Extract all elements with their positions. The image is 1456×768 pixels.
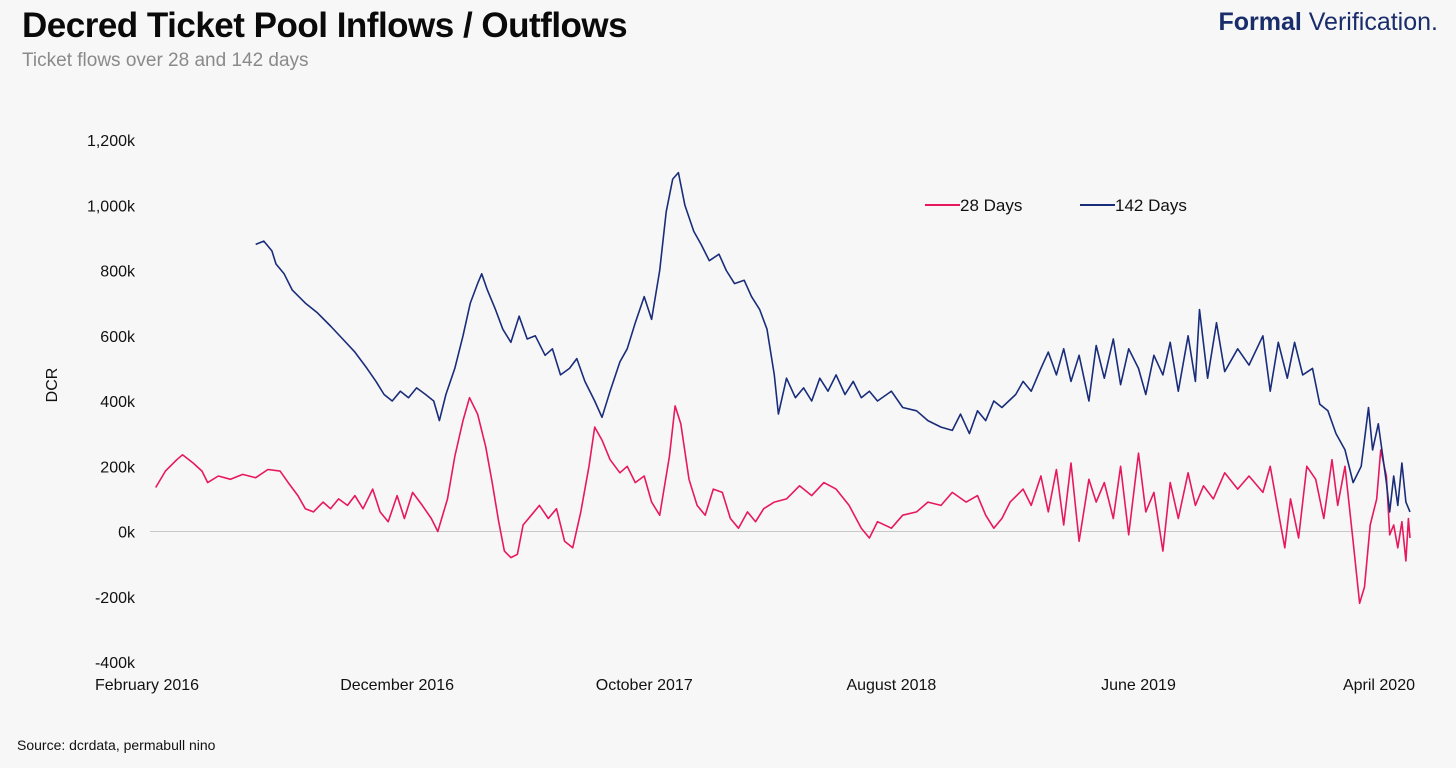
series-line-28-days bbox=[155, 396, 1411, 605]
y-tick-label: -400k bbox=[95, 655, 136, 672]
y-tick-label: -200k bbox=[95, 590, 136, 607]
series-line-142-days bbox=[255, 171, 1411, 513]
legend-label: 28 Days bbox=[960, 196, 1022, 215]
y-axis-title: DCR bbox=[44, 368, 61, 403]
x-tick-label: August 2018 bbox=[846, 677, 936, 694]
brand-logo: Formal Verification. bbox=[1218, 8, 1438, 37]
y-tick-label: 400k bbox=[100, 394, 136, 411]
series-group bbox=[155, 171, 1411, 605]
source-note: Source: dcrdata, permabull nino bbox=[17, 737, 216, 753]
chart-subtitle: Ticket flows over 28 and 142 days bbox=[22, 50, 309, 71]
x-tick-label: June 2019 bbox=[1101, 677, 1176, 694]
x-tick-label: April 2020 bbox=[1343, 677, 1415, 694]
brand-logo-rest: Verification. bbox=[1301, 8, 1438, 36]
y-tick-label: 0k bbox=[118, 525, 136, 542]
legend-label: 142 Days bbox=[1115, 196, 1187, 215]
y-tick-label: 1,000k bbox=[87, 198, 136, 215]
y-tick-label: 200k bbox=[100, 459, 136, 476]
y-tick-label: 800k bbox=[100, 264, 136, 281]
x-tick-label: October 2017 bbox=[596, 677, 693, 694]
y-axis-ticks: -400k -200k 0k 200k 400k 600k 800k 1,000k 1,200k bbox=[87, 133, 136, 672]
x-axis-ticks: February 2016 December 2016 October 2017 Au… bbox=[95, 677, 1415, 694]
chart-title: Decred Ticket Pool Inflows / Outflows bbox=[22, 6, 628, 45]
x-tick-label: December 2016 bbox=[340, 677, 454, 694]
y-tick-label: 600k bbox=[100, 329, 136, 346]
legend: 28 Days 142 Days bbox=[925, 196, 1187, 215]
brand-logo-strong: Formal bbox=[1218, 8, 1302, 36]
x-tick-label: February 2016 bbox=[95, 677, 199, 694]
y-tick-label: 1,200k bbox=[87, 133, 136, 150]
